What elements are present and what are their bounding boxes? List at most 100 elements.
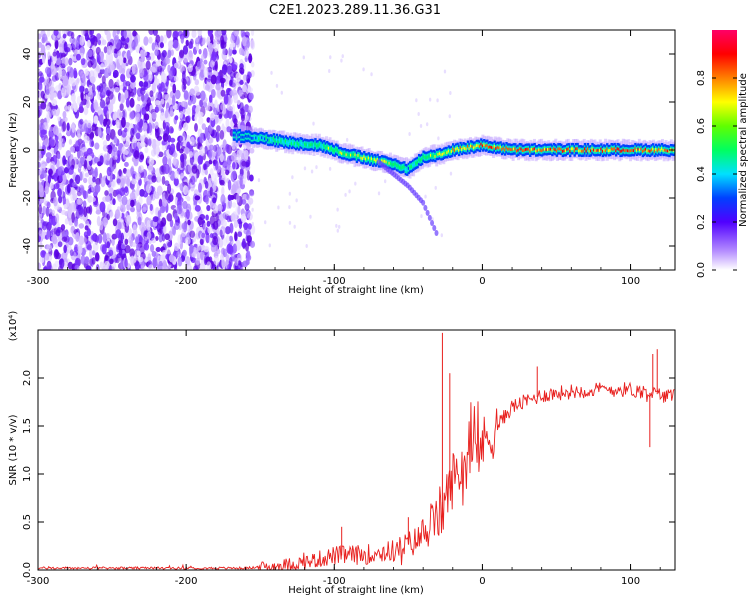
noise-speck	[129, 248, 135, 258]
snr-panel: -300 -200 -100 0 100 0.0 0.5 1.0 1.5 2.0 Height o…	[8, 311, 676, 596]
x-tick-label: -300	[27, 276, 50, 287]
ridge-core	[234, 133, 237, 137]
noise-speck	[58, 140, 63, 151]
tail-point	[430, 219, 435, 226]
noise-speck	[225, 210, 231, 216]
noise-speck	[172, 157, 177, 166]
ridge-core	[459, 146, 462, 150]
noise-speck	[124, 244, 131, 254]
noise-speck	[130, 74, 136, 83]
ridge-core	[547, 147, 549, 151]
noise-speck	[126, 214, 131, 225]
noise-speck	[336, 207, 339, 212]
ridge-core	[527, 147, 530, 151]
noise-speck	[302, 55, 305, 60]
ridge-core	[477, 144, 480, 147]
noise-speck	[149, 90, 154, 98]
noise-speck	[46, 30, 51, 38]
noise-speck	[138, 195, 143, 205]
noise-speck	[158, 260, 163, 267]
noise-speck	[53, 196, 58, 207]
noise-speck	[195, 104, 201, 112]
ridge-core	[412, 163, 415, 167]
noise-speck	[95, 209, 101, 215]
noise-speck	[180, 101, 187, 108]
noise-speck	[243, 49, 250, 58]
ridge-core	[272, 137, 275, 141]
noise-speck	[117, 50, 122, 57]
noise-speck	[124, 258, 128, 269]
noise-speck	[227, 179, 232, 191]
noise-speck	[219, 179, 225, 186]
ridge-core	[661, 147, 664, 151]
noise-speck	[201, 168, 206, 176]
noise-speck	[112, 30, 117, 39]
noise-speck	[275, 83, 279, 88]
noise-speck	[125, 98, 130, 108]
noise-speck	[188, 50, 193, 58]
ridge-core	[349, 153, 352, 157]
ridge-core	[495, 147, 498, 150]
noise-speck	[125, 37, 130, 43]
noise-speck	[173, 177, 179, 187]
ridge-core	[492, 146, 495, 150]
noise-speck	[183, 146, 190, 155]
noise-speck	[197, 30, 203, 37]
noise-speck	[106, 65, 111, 73]
noise-speck	[193, 265, 199, 270]
noise-speck	[107, 203, 112, 211]
noise-speck	[53, 172, 58, 182]
ridge-core	[435, 153, 438, 156]
noise-speck	[288, 220, 292, 225]
x-tick-label: 0	[479, 276, 485, 287]
ridge-core	[286, 141, 289, 144]
noise-speck	[100, 177, 106, 188]
ridge-core	[468, 147, 471, 150]
ridge-core	[524, 148, 527, 151]
noise-speck	[227, 194, 232, 201]
noise-speck	[223, 36, 228, 42]
noise-speck	[66, 84, 72, 95]
noise-speck	[187, 164, 194, 174]
noise-speck	[155, 145, 160, 156]
ridge-core	[403, 165, 406, 169]
ridge-core	[428, 155, 431, 158]
noise-speck	[108, 78, 114, 89]
noise-speck	[112, 120, 116, 126]
noise-speck	[227, 108, 234, 119]
noise-speck	[370, 72, 373, 77]
noise-speck	[220, 194, 226, 206]
ridge-core	[564, 149, 567, 153]
noise-speck	[159, 42, 164, 49]
noise-speck	[123, 149, 129, 155]
noise-speck	[242, 260, 248, 268]
ridge-core	[658, 147, 661, 151]
noise-speck	[67, 30, 73, 37]
noise-speck	[157, 65, 163, 73]
noise-speck	[424, 194, 427, 199]
noise-speck	[128, 235, 134, 244]
noise-speck	[137, 61, 143, 70]
ridge-core	[434, 155, 437, 158]
noise-speck	[247, 87, 253, 93]
noise-speck	[81, 146, 88, 153]
noise-speck	[38, 161, 41, 168]
noise-speck	[220, 103, 226, 111]
colorbar-tick-label: 0.0	[696, 262, 707, 278]
noise-speck	[45, 44, 51, 51]
x-tick-label: -100	[323, 276, 346, 287]
noise-speck	[76, 198, 83, 205]
noise-speck	[151, 250, 157, 258]
noise-speck	[42, 197, 47, 204]
noise-speck	[62, 121, 67, 132]
ridge-core	[246, 135, 249, 138]
noise-speck	[169, 110, 174, 117]
noise-speck	[199, 251, 205, 261]
noise-speck	[98, 83, 104, 93]
ridge-core	[544, 147, 547, 151]
noise-speck	[102, 232, 107, 243]
noise-speck	[113, 111, 118, 121]
ridge-core	[499, 145, 502, 149]
noise-speck	[38, 109, 41, 119]
noise-speck	[218, 238, 224, 248]
